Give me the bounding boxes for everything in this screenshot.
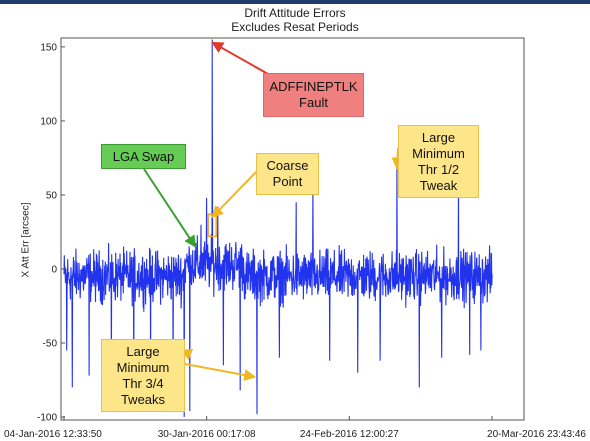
series-line bbox=[63, 39, 493, 418]
x-tick-label: 30-Jan-2016 00:17:08 bbox=[158, 429, 256, 440]
thr12-arrow bbox=[391, 147, 404, 170]
top-bar bbox=[0, 0, 590, 4]
y-tick-label: -100 bbox=[37, 413, 57, 424]
coarse-point-callout: Coarse Point bbox=[256, 153, 319, 195]
lga-swap-arrow bbox=[143, 168, 197, 248]
y-tick-label: -50 bbox=[43, 339, 58, 350]
thr12-callout: Large Minimum Thr 1/2 Tweak bbox=[398, 125, 479, 198]
y-tick-label: 50 bbox=[46, 190, 58, 201]
fault-arrow bbox=[211, 41, 269, 75]
x-tick-label: 20-Mar-2016 23:43:46 bbox=[487, 429, 586, 440]
chart-title: Drift Attitude Errors bbox=[244, 6, 346, 20]
x-tick-label: 04-Jan-2016 12:33:50 bbox=[4, 429, 102, 440]
y-tick-label: 100 bbox=[40, 116, 57, 127]
thr34-callout: Large Minimum Thr 3/4 Tweaks bbox=[101, 339, 185, 412]
x-tick-label: 24-Feb-2016 12:00:27 bbox=[300, 429, 399, 440]
coarse-point-arrow bbox=[211, 171, 257, 219]
y-tick-label: 150 bbox=[40, 42, 57, 53]
y-tick-label: 0 bbox=[51, 264, 57, 275]
chart-subtitle: Excludes Resat Periods bbox=[231, 20, 359, 34]
thr34-arrow-b bbox=[184, 363, 257, 381]
lga-swap-callout: LGA Swap bbox=[101, 144, 186, 169]
plot-frame bbox=[60, 37, 525, 421]
fault-callout: ADFFINEPTLK Fault bbox=[263, 73, 364, 117]
